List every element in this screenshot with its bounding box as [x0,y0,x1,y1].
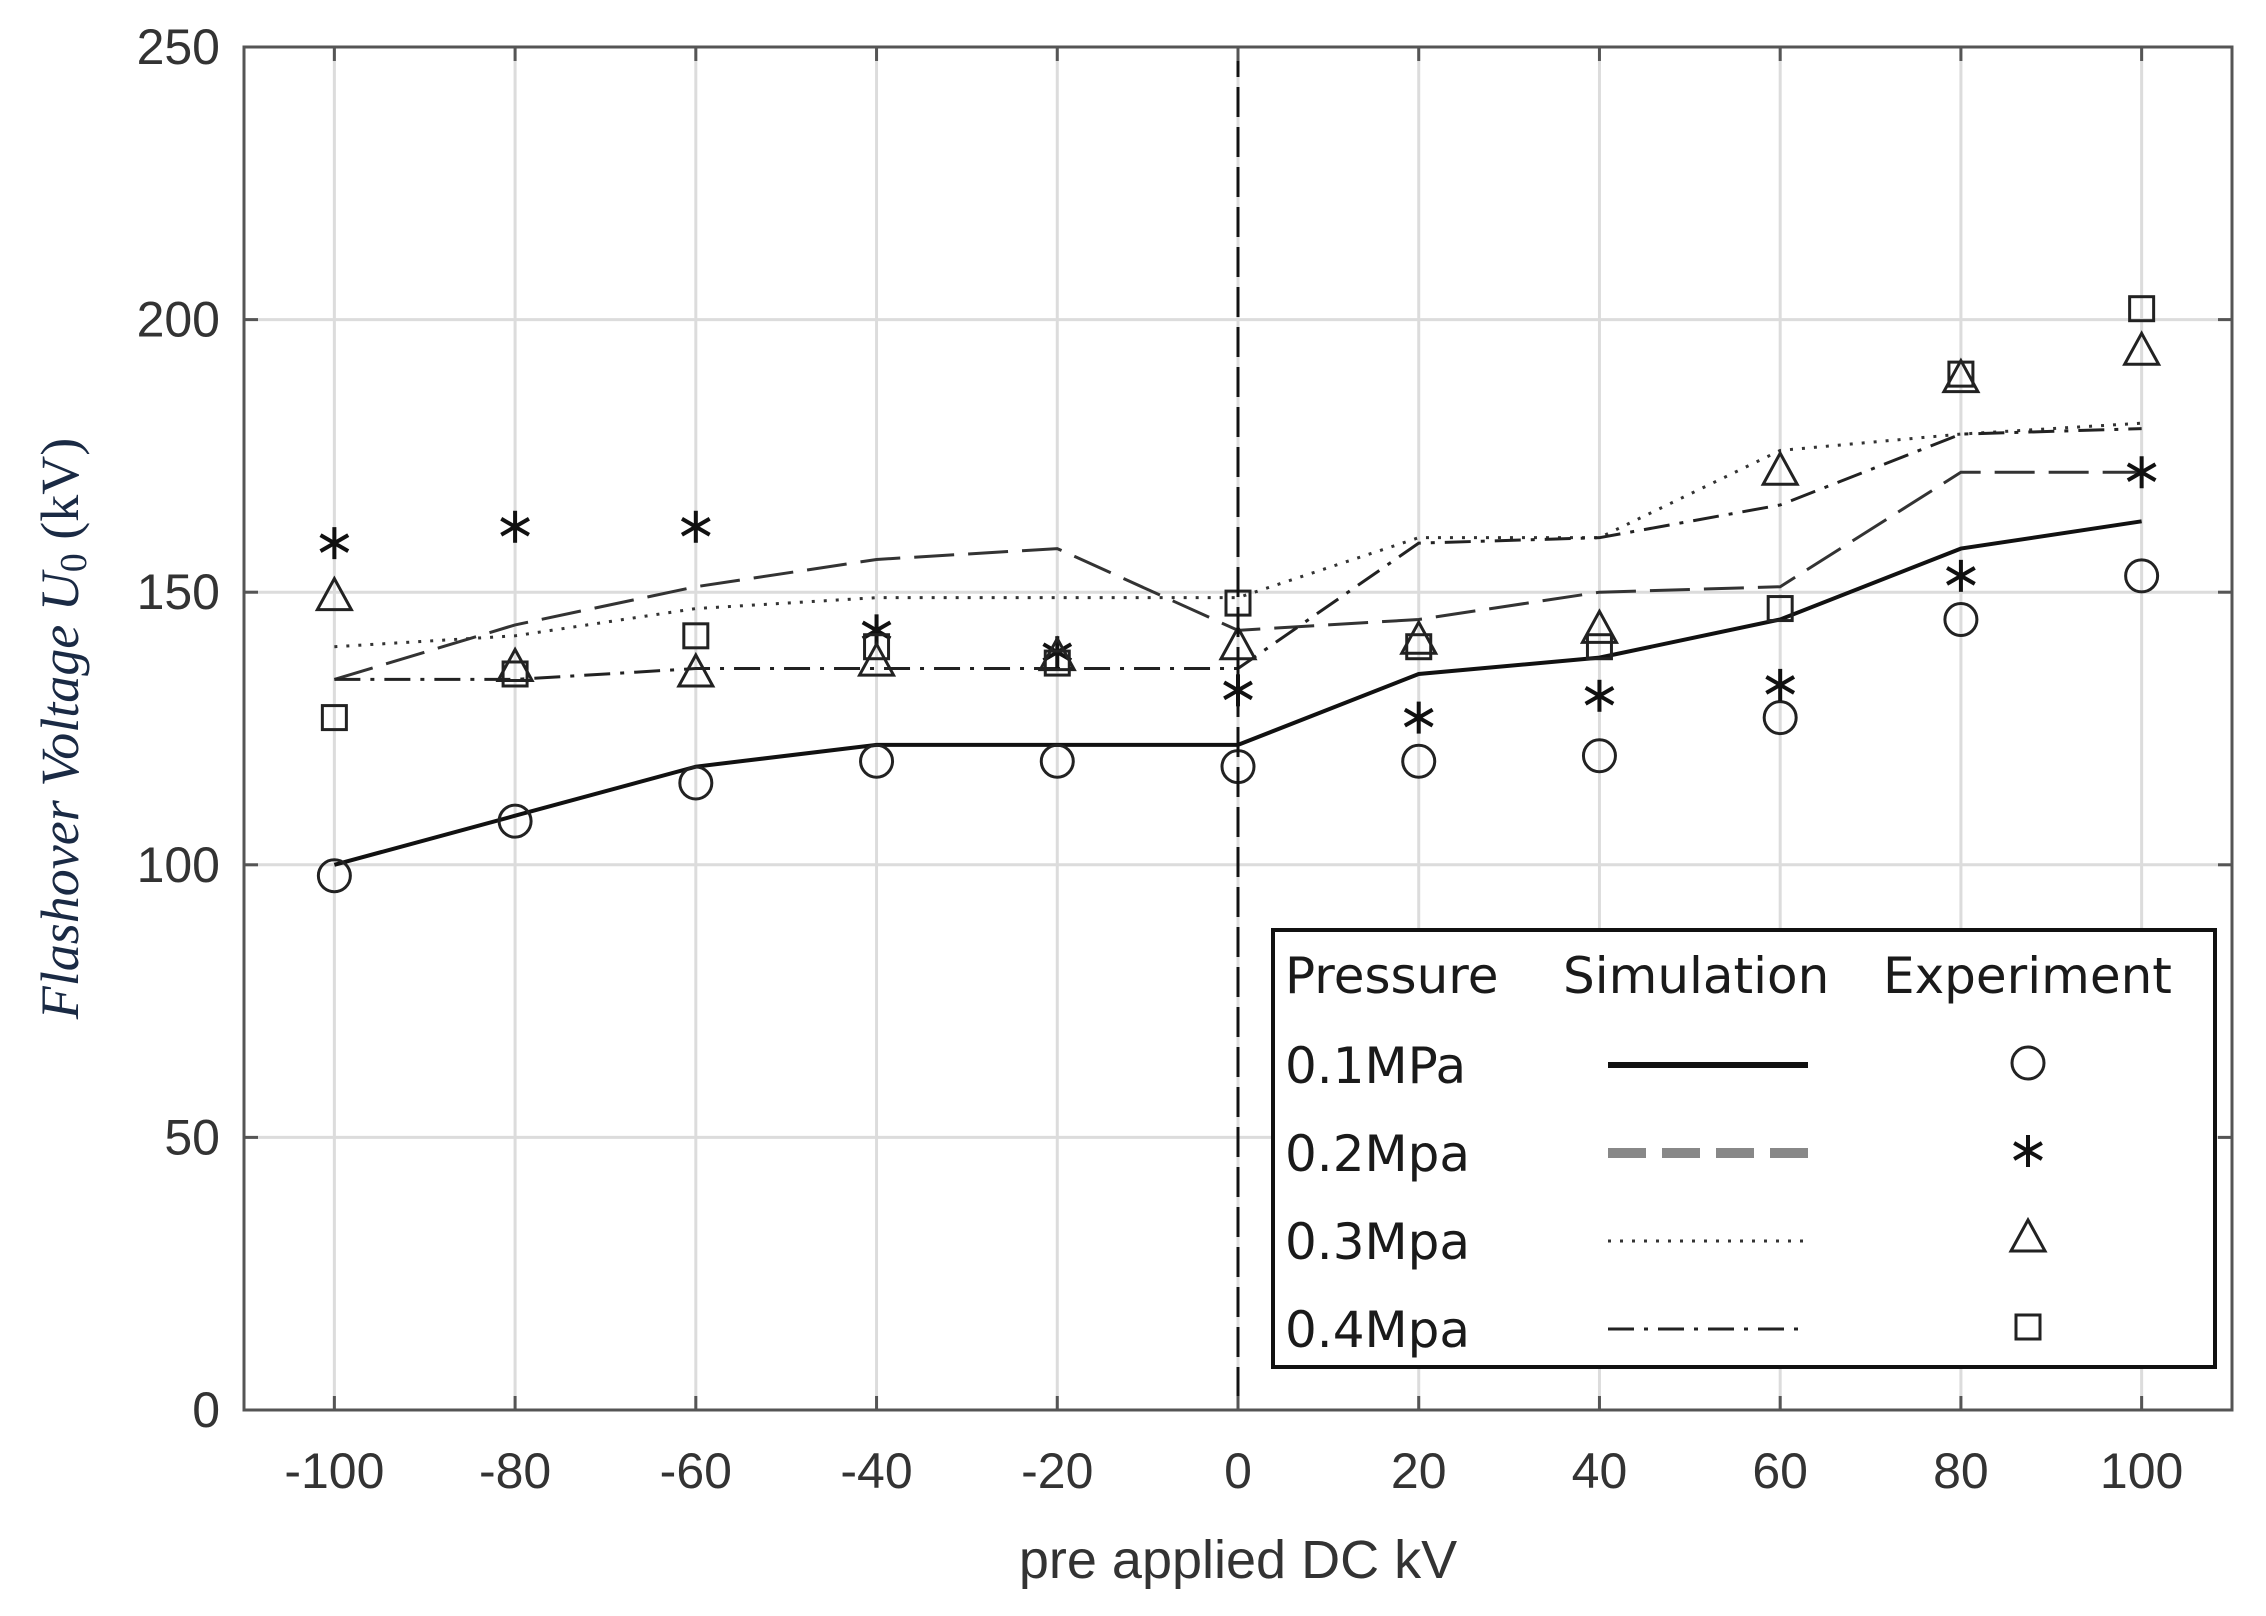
experiment-point-triangle [676,651,716,688]
legend-marker-square [2014,1313,2042,1341]
experiment-point-circle [2124,558,2160,594]
legend-header: Pressure [1285,947,1499,1005]
experiment-point-triangle [314,575,354,612]
experiment-markers [314,295,2162,894]
y-axis-title-main: Flashover Voltage U [30,569,90,1020]
x-tick-label: 60 [1752,1443,1808,1499]
x-tick-label: -80 [479,1443,551,1499]
x-tick-label: -60 [660,1443,732,1499]
experiment-point-asterisk [2126,456,2157,489]
y-axis-title-spacer [30,540,90,554]
experiment-point-square [501,660,529,688]
experiment-point-square [1405,633,1433,661]
legend-marker-circle [2010,1045,2046,1081]
experiment-point-square [2128,295,2156,323]
x-tick-label: -40 [840,1443,912,1499]
experiment-point-circle [1401,743,1437,779]
x-tick-label: 0 [1224,1443,1252,1499]
legend-label: 0.2Mpa [1285,1125,1470,1183]
experiment-point-circle [316,858,352,894]
legend: Pressure Simulation Experiment 0.1MPa 0.2Mpa… [1271,928,2217,1369]
y-tick-label: 150 [137,564,220,620]
experiment-point-circle [1581,738,1617,774]
experiment-point-square [863,633,891,661]
experiment-point-square [1585,633,1613,661]
legend-header: Experiment [1883,947,2172,1005]
y-tick-label: 0 [192,1382,220,1438]
experiment-point-asterisk [1765,668,1796,701]
x-tick-label: -20 [1021,1443,1093,1499]
experiment-point-circle [1762,700,1798,736]
legend-label: 0.3Mpa [1285,1213,1470,1271]
experiment-point-square [682,622,710,650]
experiment-point-triangle [1579,608,1619,644]
experiment-point-triangle [1037,635,1077,672]
legend-header: Simulation [1563,947,1829,1005]
experiment-point-triangle [1941,357,1981,394]
y-axis-title: Flashover Voltage U0 (kV) [30,438,95,1020]
x-tick-label: -100 [284,1443,384,1499]
experiment-point-circle [678,765,714,801]
y-axis-title-unit: (kV) [30,438,90,540]
experiment-point-square [1043,649,1071,677]
y-axis-title-subscript: 0 [53,553,95,572]
experiment-point-asterisk [1403,701,1434,734]
experiment-point-circle [1943,601,1979,637]
y-tick-label: 200 [137,292,220,348]
experiment-point-asterisk [680,510,711,543]
experiment-point-triangle [495,646,535,683]
y-tick-label: 250 [137,19,220,75]
x-axis-title: pre applied DC kV [1019,1530,1457,1590]
experiment-point-asterisk [500,510,530,543]
x-tick-label: 40 [1572,1443,1628,1499]
y-tick-label: 100 [137,837,220,893]
experiment-point-square [1947,360,1975,388]
axis-ticks: -100 -80 -60 -40 -20 0 20 40 60 80 100 0 50 100 150 200… [137,19,2232,1499]
x-tick-label: 20 [1391,1443,1447,1499]
y-tick-label: 50 [164,1109,220,1165]
experiment-point-square [320,704,348,732]
experiment-point-triangle [1399,619,1439,655]
experiment-point-asterisk [1584,679,1615,712]
experiment-point-asterisk [319,527,350,560]
experiment-point-asterisk [1946,559,1976,592]
legend-label: 0.4Mpa [1285,1301,1470,1359]
x-tick-label: 80 [1933,1443,1989,1499]
experiment-point-circle [497,803,533,839]
experiment-point-circle [859,743,895,779]
experiment-point-square [1766,595,1794,623]
simulation-line-dotted [334,421,2142,649]
legend-label: 0.1MPa [1285,1037,1466,1095]
experiment-point-triangle [1760,450,1800,486]
experiment-point-triangle [2122,330,2162,366]
legend-marker-asterisk [2013,1135,2043,1167]
x-tick-label: 100 [2100,1443,2183,1499]
experiment-point-circle [1039,743,1075,779]
legend-marker-triangle [2008,1216,2048,1253]
